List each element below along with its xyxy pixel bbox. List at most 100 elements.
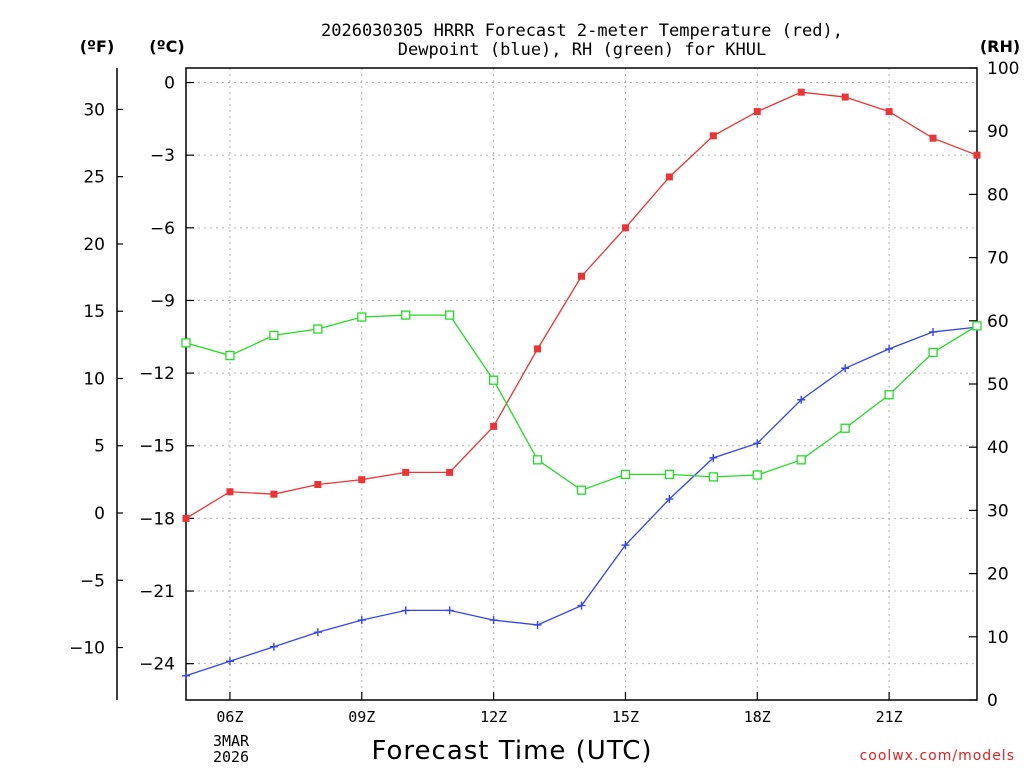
rh-point <box>708 472 718 482</box>
rh-tick-label: 80 <box>987 185 1009 205</box>
x-tick-label: 09Z <box>348 708 375 726</box>
dewpoint-point <box>225 657 234 666</box>
date-label-year: 2026 <box>213 748 249 766</box>
x-tick-label: 15Z <box>612 708 639 726</box>
fahrenheit-tick-label: −10 <box>69 639 105 659</box>
axes-ticks: 06Z 09Z 12Z 15Z 18Z 21Z 0 −3 −6 −9 −12 −15 −18 −21 −24… <box>69 59 1019 726</box>
fahrenheit-tick-label: 25 <box>83 168 105 188</box>
rh-tick-label: 20 <box>987 565 1009 585</box>
celsius-tick-label: −3 <box>150 146 175 166</box>
x-axis-title: Forecast Time (UTC) <box>371 736 652 766</box>
chart-title-line2: Dewpoint (blue), RH (green) for KHUL <box>398 40 766 60</box>
rh-point <box>488 375 499 385</box>
fahrenheit-tick-label: 15 <box>83 302 105 322</box>
rh-tick-label: 100 <box>987 59 1019 79</box>
celsius-tick-label: −6 <box>150 219 175 239</box>
temperature-point <box>490 422 498 430</box>
temperature-point <box>885 108 893 116</box>
rh-point <box>401 310 411 320</box>
rh-tick-label: 30 <box>987 501 1009 521</box>
temperature-point <box>314 480 322 488</box>
fahrenheit-tick-label: −5 <box>80 571 105 591</box>
temperature-point <box>578 272 585 280</box>
dewpoint-point <box>445 606 454 615</box>
celsius-tick-label: −12 <box>139 364 175 384</box>
dewpoint-point <box>269 642 278 651</box>
celsius-tick-label: −18 <box>139 509 175 529</box>
celsius-tick-label: −21 <box>139 582 175 602</box>
rh-tick-label: 10 <box>987 628 1009 648</box>
rh-point <box>576 485 587 495</box>
chart-title-line1: 2026030305 HRRR Forecast 2-meter Tempera… <box>321 21 843 41</box>
fahrenheit-tick-label: 30 <box>83 100 105 120</box>
dewpoint-point <box>841 364 850 373</box>
rh-tick-label: 70 <box>987 249 1009 269</box>
x-tick-label: 18Z <box>744 708 771 726</box>
rh-point <box>752 470 762 480</box>
temperature-point <box>226 488 234 496</box>
rh-series-line <box>185 314 978 491</box>
fahrenheit-tick-label: 20 <box>83 235 105 255</box>
x-tick-label: 21Z <box>876 708 903 726</box>
temperature-point <box>841 93 849 101</box>
temperature-point <box>665 173 673 181</box>
celsius-tick-label: −15 <box>139 437 175 457</box>
dewpoint-point <box>929 327 938 336</box>
rh-point <box>532 455 543 465</box>
celsius-tick-label: 0 <box>164 74 175 94</box>
temperature-point <box>534 345 542 353</box>
celsius-tick-label: −24 <box>139 655 175 675</box>
temperature-point <box>182 514 190 522</box>
celsius-tick-label: −9 <box>150 291 175 311</box>
rh-tick-label: 90 <box>987 122 1009 142</box>
dewpoint-point <box>621 541 630 550</box>
temperature-point <box>621 224 629 232</box>
fahrenheit-unit-label: (ºF) <box>80 37 115 56</box>
rh-point <box>445 310 455 320</box>
rh-point <box>840 423 850 433</box>
rh-point <box>313 324 323 334</box>
dewpoint-point <box>665 495 674 504</box>
fahrenheit-tick-label: 5 <box>94 437 105 457</box>
rh-point <box>664 469 675 480</box>
rh-tick-label: 50 <box>987 375 1009 395</box>
temperature-point <box>797 88 805 96</box>
dewpoint-point <box>709 453 718 462</box>
rh-unit-label: (RH) <box>980 37 1020 56</box>
fahrenheit-tick-label: 0 <box>94 504 105 524</box>
rh-point <box>181 338 191 348</box>
x-tick-label: 12Z <box>480 708 507 726</box>
rh-point <box>884 390 894 400</box>
dewpoint-point <box>357 616 366 625</box>
dewpoint-point <box>753 439 762 448</box>
temperature-point <box>402 468 410 476</box>
dewpoint-point <box>577 601 586 610</box>
rh-point <box>972 321 982 331</box>
rh-tick-label: 40 <box>987 438 1009 458</box>
dewpoint-series-line <box>185 326 978 677</box>
rh-point <box>225 350 235 361</box>
dewpoint-point <box>182 671 190 680</box>
dewpoint-point <box>401 606 410 615</box>
temperature-series-line <box>185 91 978 519</box>
temperature-point <box>270 490 278 498</box>
dewpoint-point <box>489 616 498 625</box>
series-layer <box>181 88 982 680</box>
temperature-point <box>929 134 937 142</box>
rh-tick-label: 60 <box>987 312 1009 332</box>
temperature-point <box>709 132 717 140</box>
rh-point <box>357 312 367 322</box>
temperature-point <box>358 476 366 484</box>
rh-tick-label: 0 <box>987 691 998 711</box>
dewpoint-point <box>533 620 542 629</box>
watermark: coolwx.com/models <box>860 748 1015 764</box>
rh-point <box>620 469 631 480</box>
temperature-point <box>446 468 454 476</box>
rh-point <box>796 455 806 465</box>
rh-point <box>269 330 279 340</box>
x-tick-label: 06Z <box>216 708 243 726</box>
fahrenheit-tick-label: 10 <box>83 369 105 389</box>
dewpoint-point <box>885 344 894 353</box>
date-label-month: 3MAR <box>213 732 250 750</box>
